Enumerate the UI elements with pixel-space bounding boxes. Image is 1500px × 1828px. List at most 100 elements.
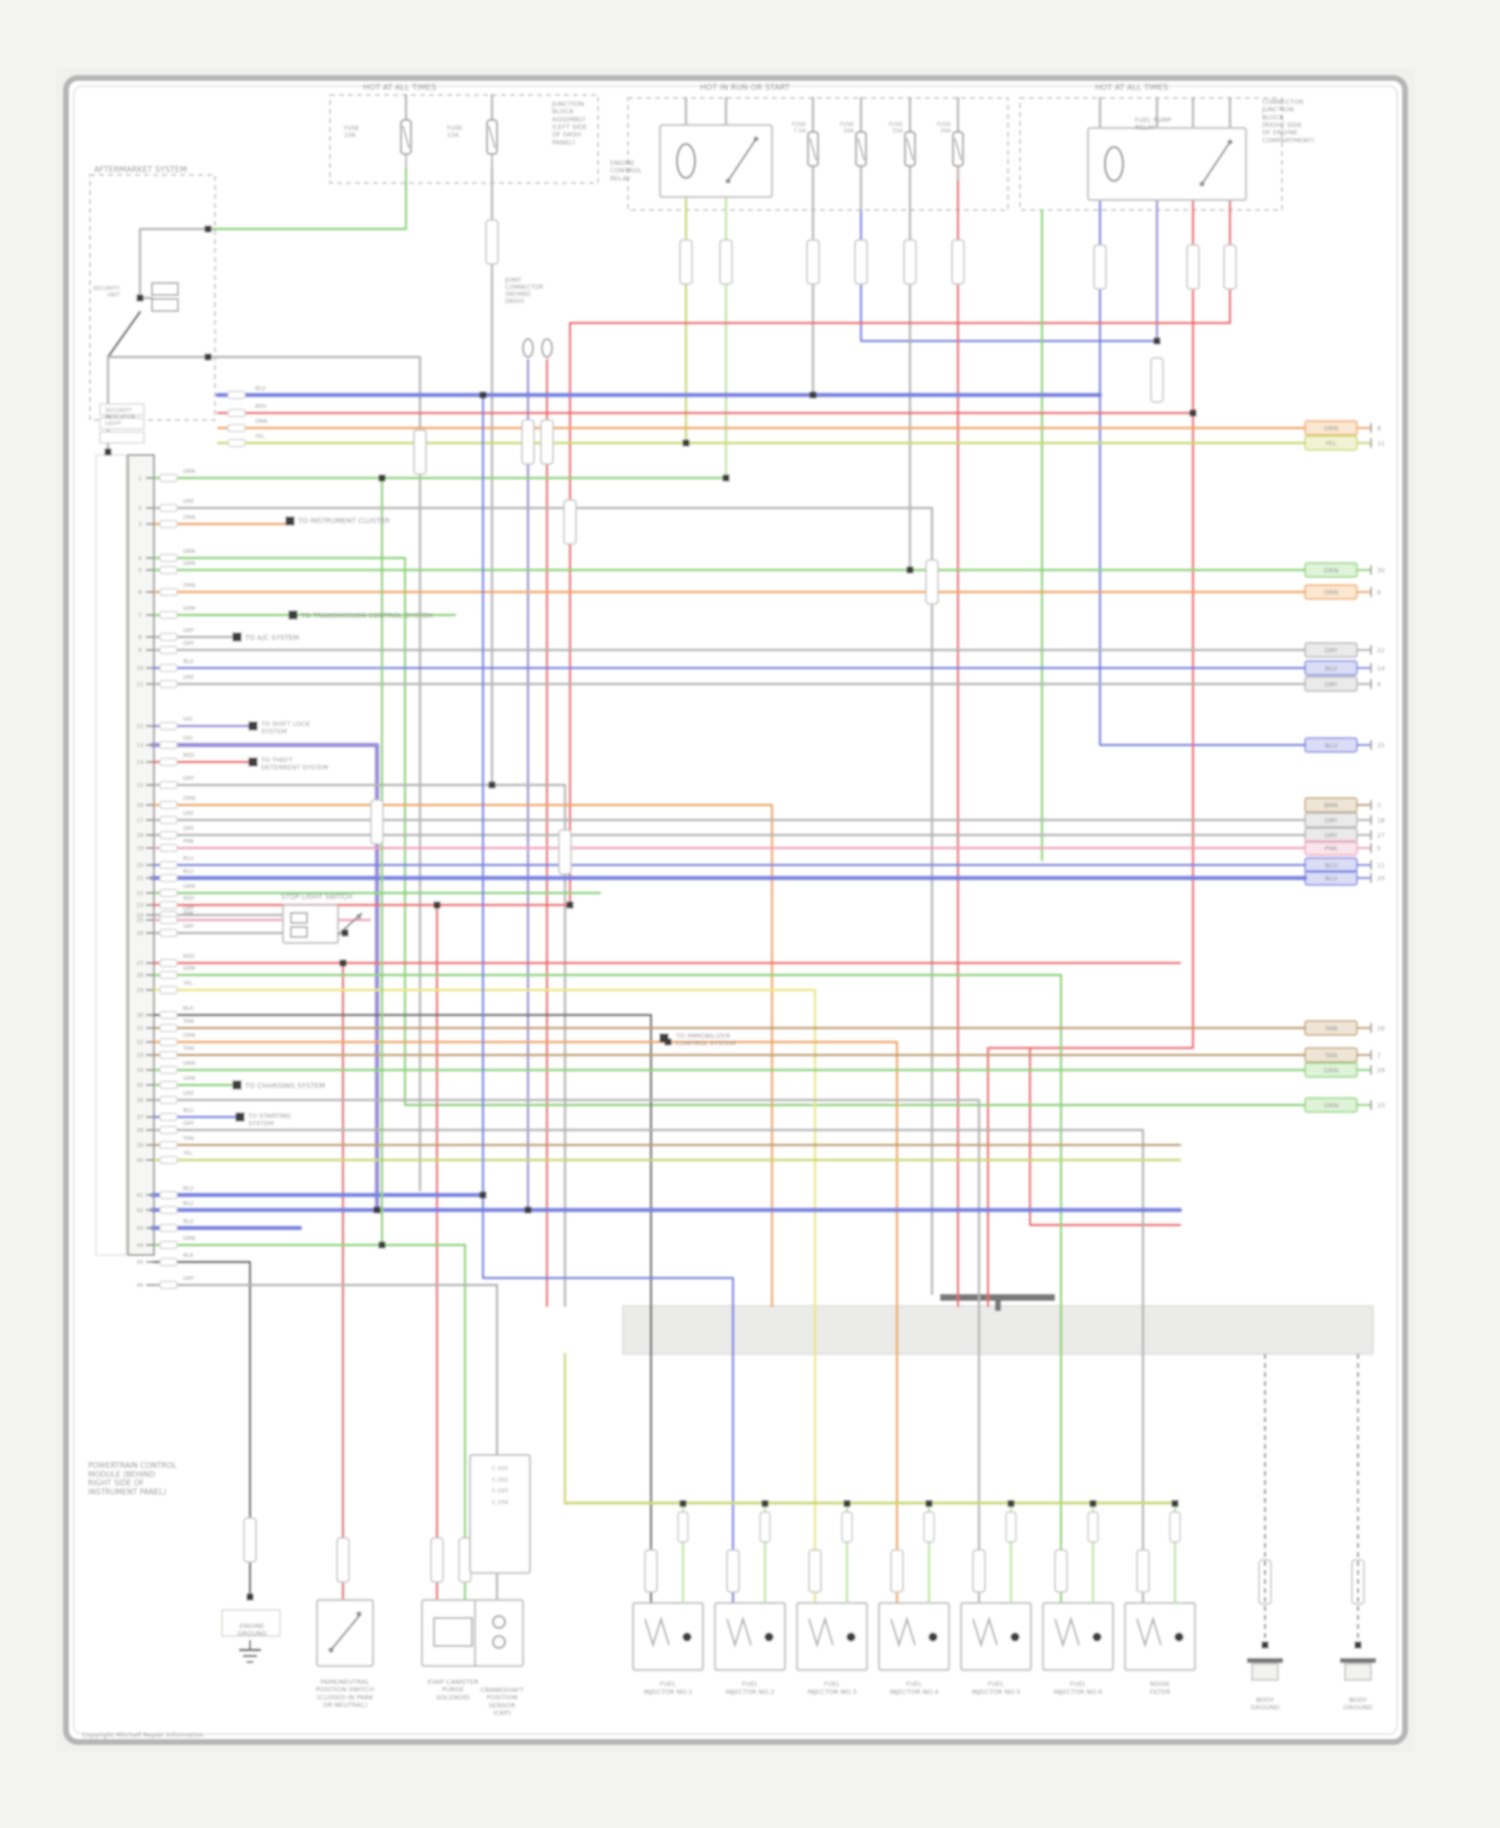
security-indicator-label: SECURITY INDICATOR LIGHT (105, 408, 135, 427)
diagram-text: AFTERMARKET SYSTEM HOT AT ALL TIMES HOT IN… (82, 83, 1373, 1739)
injector-box (1124, 1602, 1196, 1671)
pin-number: 3 (138, 522, 142, 528)
pin-number: 37 (137, 1115, 144, 1121)
pin-number: 41 (137, 1193, 144, 1199)
indicator-row (99, 417, 145, 430)
right-edge-labels: ORN 8 YEL 12 GRN 30 ORN 6 GRY 22 BLU 14 GRY 9 BLU 25 BRN… (1304, 420, 1385, 1113)
svg-text:BLU: BLU (255, 386, 266, 392)
page-ref: 9 (1377, 682, 1381, 689)
injector-label: NOISE FILTER (1150, 1680, 1171, 1696)
wire-code-text: GRN (1324, 1102, 1339, 1110)
pin-number: 29 (137, 988, 144, 994)
aftermarket-system-label: AFTERMARKET SYSTEM (94, 165, 187, 174)
pin-number: 27 (137, 961, 144, 967)
pin-number: 31 (137, 1026, 144, 1032)
relay-2-label: FUEL PUMP RELAY (1135, 116, 1172, 132)
wire-name: PNK (183, 839, 194, 845)
ckp-sensor-icon (492, 1615, 506, 1649)
ckp-sensor-box (474, 1599, 524, 1667)
pin-number: 32 (137, 1040, 144, 1046)
wire-name: ORN (183, 583, 195, 589)
aftermarket-box (89, 174, 216, 421)
wire-name: ORN (183, 796, 195, 802)
pin-number: 12 (137, 724, 144, 730)
relay-2-outline (1087, 127, 1247, 201)
security-unit-label: SECURITY UNIT (93, 286, 121, 298)
wire-runs (106, 93, 1308, 1605)
wire-name: GRY (183, 776, 195, 782)
page-ref: 5 (1377, 846, 1381, 853)
wire-code-text: GRY (1324, 681, 1337, 689)
to-immobilizer: TO IMMOBILIZER CONTROL SYSTEM (675, 1032, 736, 1048)
wire-code-text: GRN (1324, 1067, 1339, 1075)
wire-code-text: GRN (1324, 567, 1339, 575)
pin-number: 7 (138, 613, 142, 619)
wire-name: PNK (183, 911, 194, 917)
wire-name: GRY (183, 1121, 195, 1127)
stop-light-switch-label: STOP LIGHT SWITCH (281, 893, 352, 901)
pin-number: 28 (137, 973, 144, 979)
pin-number: 6 (138, 590, 142, 596)
pin-number: 45 (137, 1260, 144, 1266)
page-ref: 30 (1377, 568, 1385, 575)
page-ref: 25 (1377, 743, 1385, 750)
connector-junction-label: CONNECTOR JUNCTION BLOCK (RIGHT SIDE OF ENGI… (1261, 98, 1314, 144)
wire-name: RED (183, 896, 195, 902)
wire-name: YEL (182, 981, 194, 987)
to-starting: TO STARTING SYSTEM (247, 1112, 291, 1128)
wire-name: GRN (183, 549, 195, 555)
wire-name: BLU (183, 659, 194, 665)
fuse-icon (807, 131, 819, 180)
wire-name: GRY (183, 641, 195, 647)
fuse-box-header: HOT AT ALL TIMES (363, 83, 436, 92)
pin-number: 18 (137, 833, 144, 839)
relay-junction-box-2 (1019, 97, 1283, 211)
wire-name: ORN (183, 1033, 195, 1039)
page-ref: 14 (1377, 666, 1385, 673)
wire-name: GRN (183, 561, 195, 567)
pnp-switch-icon (328, 1611, 362, 1653)
page-ref: 18 (1377, 818, 1385, 825)
pin-number: 23 (137, 903, 144, 909)
pin-number: 2 (138, 506, 142, 512)
wire-name: GRY (183, 628, 195, 634)
wire-name: BLU (183, 1201, 194, 1207)
pcm-pins: 1 GRN 2 GRY 3 ORN 4 GRN 5 GRN 6 ORN 7 GRN 8 GRY 9 GRY 10 BL… (137, 386, 268, 1289)
wire-code-text: GRY (1324, 817, 1337, 825)
relay-1-outline (659, 124, 773, 198)
injector-box (960, 1602, 1032, 1671)
junction-dots (104, 225, 1362, 1649)
solenoid-coil-icon (433, 1617, 473, 1647)
fuse-icon (855, 131, 867, 180)
wire-name: BLU (183, 1108, 194, 1114)
security-unit-box (151, 282, 179, 296)
indicator-row (99, 431, 145, 444)
pin-number: 34 (137, 1068, 144, 1074)
to-charging: TO CHARGING SYSTEM (244, 1082, 325, 1090)
wire-name: VIO (183, 736, 193, 742)
bus-bar (940, 1294, 1055, 1301)
pin-number: 19 (137, 846, 144, 852)
pin-number: 46 (137, 1283, 144, 1289)
wire-code-text: BLU (1325, 665, 1338, 673)
ground-symbols (221, 1354, 1376, 1681)
wire-name: TAN (182, 1019, 194, 1025)
pin-number: 26 (137, 931, 144, 937)
relay-junction-box-1 (627, 97, 1009, 211)
to-transmission-control: TO TRANSMISSION CONTROL SYSTEM (300, 612, 433, 620)
pin-number: 30 (137, 1013, 144, 1019)
injector-box (878, 1602, 950, 1671)
svg-text:RED: RED (255, 404, 267, 410)
wire-code-text: BRN (1324, 802, 1338, 810)
wire-code-text: GRY (1324, 832, 1337, 840)
fuse-icon (400, 119, 412, 168)
pin-number: 13 (137, 743, 144, 749)
pin-number: 17 (137, 818, 144, 824)
wire-name: BLU (183, 869, 194, 875)
svg-text:YEL: YEL (254, 434, 266, 440)
page-ref: 6 (1377, 590, 1381, 597)
pin-number: 36 (137, 1098, 144, 1104)
pin-number: 38 (137, 1128, 144, 1134)
